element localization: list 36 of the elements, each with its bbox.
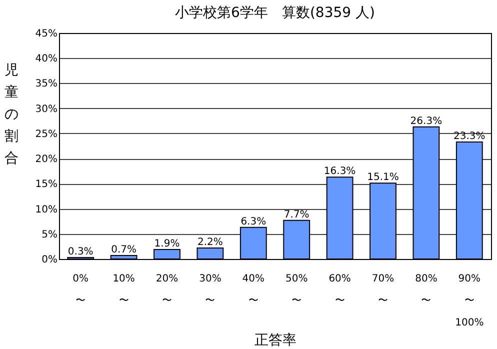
data-label: 16.3% (324, 166, 356, 178)
y-tick-label: 25% (35, 128, 58, 140)
x-tick-label: 40% 〜 (242, 274, 265, 306)
y-tick-label: 0% (42, 254, 58, 266)
x-tick-label: 60% 〜 (328, 274, 351, 306)
bar (196, 247, 224, 260)
y-tick-label: 20% (35, 154, 58, 166)
x-tick-label: 30% 〜 (199, 274, 222, 306)
bar (154, 248, 180, 260)
data-label: 15.1% (367, 172, 399, 184)
data-label: 23.3% (454, 130, 486, 142)
data-label: 7.7% (284, 209, 310, 220)
x-tick-label: 10% 〜 (112, 274, 135, 306)
x-tick-label: 0% 〜 (72, 274, 89, 306)
x-tick-label: 80% 〜 (415, 274, 438, 306)
x-tick-label: 50% 〜 (285, 274, 308, 306)
data-label: 1.9% (154, 238, 180, 250)
y-tick-label: 15% (35, 179, 58, 190)
data-label: 2.2% (197, 236, 223, 248)
y-tick-label: 45% (35, 28, 58, 40)
y-tick-label: 30% (35, 104, 58, 115)
chart-title: 小学校第6学年 算数(8359 人) (175, 5, 375, 21)
y-tick-label: 40% (35, 54, 58, 65)
y-tick-label: 35% (35, 78, 58, 90)
y-tick-label: 5% (42, 229, 58, 240)
x-tick-label: 70% 〜 (372, 274, 394, 306)
data-label: 0.7% (111, 244, 137, 256)
data-label: 26.3% (410, 116, 442, 127)
y-axis-title: 児童の割合 (4, 62, 18, 166)
x-tick-label: 20% 〜 (156, 274, 178, 306)
x-tick-label: 90% 〜 100% (455, 274, 484, 328)
data-label: 0.3% (68, 246, 94, 258)
y-tick-label: 10% (35, 204, 58, 216)
data-label: 6.3% (240, 216, 266, 228)
bar (110, 254, 138, 260)
x-axis-title: 正答率 (254, 332, 296, 348)
